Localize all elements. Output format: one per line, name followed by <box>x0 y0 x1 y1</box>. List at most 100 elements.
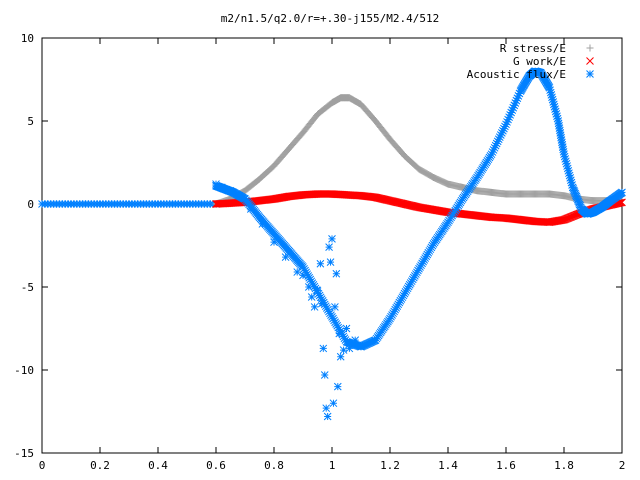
x-tick-label: 1.8 <box>554 459 574 472</box>
legend-label: Acoustic flux/E <box>467 68 566 81</box>
data-point <box>330 316 338 325</box>
data-point <box>320 300 329 309</box>
x-tick-label: 0.4 <box>148 459 168 472</box>
data-point <box>551 105 559 113</box>
data-point <box>405 280 414 289</box>
data-point <box>392 304 401 312</box>
data-point <box>572 192 581 201</box>
data-point <box>416 263 424 271</box>
data-point <box>306 275 315 284</box>
data-point <box>217 183 226 192</box>
data-point <box>394 300 403 309</box>
data-point <box>415 264 423 273</box>
data-point <box>491 141 500 150</box>
data-point <box>547 91 556 99</box>
data-point <box>567 178 576 187</box>
data-point <box>575 198 583 207</box>
data-point <box>501 122 509 131</box>
data-point <box>391 305 400 314</box>
data-point <box>498 129 506 137</box>
data-point <box>246 205 255 213</box>
data-point <box>328 235 336 243</box>
data-point <box>336 327 345 335</box>
data-point <box>568 181 576 189</box>
data-point <box>329 314 337 323</box>
data-point <box>331 303 339 311</box>
data-point <box>499 126 507 135</box>
data-point <box>618 188 626 197</box>
data-point <box>562 159 571 168</box>
data-point <box>488 148 497 156</box>
data-point <box>351 336 360 344</box>
data-point <box>400 289 409 298</box>
data-point <box>270 238 278 247</box>
data-point <box>301 266 309 275</box>
x-tick-label: 0.6 <box>206 459 226 472</box>
data-point <box>332 320 340 328</box>
data-point <box>514 92 523 100</box>
data-point <box>321 302 330 311</box>
data-point <box>560 152 569 161</box>
data-point <box>309 281 318 289</box>
data-point <box>316 293 325 302</box>
legend-marker <box>586 44 594 52</box>
legend-label: R stress/E <box>500 42 566 55</box>
data-point <box>500 124 508 133</box>
data-point <box>318 297 327 305</box>
data-point <box>300 265 308 273</box>
data-point <box>553 114 562 123</box>
y-tick-label: 5 <box>27 115 34 128</box>
data-point <box>573 195 582 204</box>
data-point <box>509 103 518 112</box>
data-point <box>495 133 504 141</box>
data-point <box>425 247 434 255</box>
data-point <box>507 108 516 117</box>
data-point <box>506 110 514 119</box>
data-point <box>571 189 580 198</box>
x-tick-label: 0 <box>39 459 46 472</box>
series-1 <box>212 190 626 227</box>
data-point <box>307 293 316 301</box>
x-tick-label: 0.2 <box>90 459 110 472</box>
data-point <box>512 96 521 105</box>
data-point <box>305 273 314 282</box>
legend-label: G work/E <box>513 55 566 68</box>
data-point <box>511 99 520 107</box>
data-point <box>566 174 575 182</box>
data-point <box>493 137 502 146</box>
data-point <box>323 412 332 421</box>
data-point <box>412 270 420 278</box>
data-point <box>304 272 313 280</box>
data-point <box>322 304 331 312</box>
data-point <box>568 183 577 192</box>
series-3 <box>212 180 365 421</box>
y-tick-label: -15 <box>14 447 34 460</box>
data-point <box>339 332 348 341</box>
data-point <box>414 266 422 275</box>
data-point <box>320 371 329 379</box>
data-point <box>333 382 342 391</box>
data-point <box>421 254 430 262</box>
data-point <box>573 194 581 203</box>
data-point <box>325 307 333 316</box>
data-point <box>258 220 267 228</box>
data-point <box>326 309 334 318</box>
data-point <box>339 346 348 354</box>
data-point <box>293 268 302 276</box>
data-point <box>561 155 570 163</box>
data-point <box>316 259 325 268</box>
data-point <box>313 286 322 295</box>
y-tick-label: -5 <box>21 281 34 294</box>
data-point <box>387 312 395 321</box>
data-point <box>317 299 326 308</box>
data-point <box>324 305 332 314</box>
data-point <box>571 191 580 199</box>
data-point <box>335 329 344 338</box>
data-point <box>327 311 335 319</box>
x-tick-label: 1.6 <box>496 459 516 472</box>
data-point <box>565 169 573 178</box>
data-point <box>319 344 328 353</box>
data-point <box>417 261 425 270</box>
data-point <box>338 330 347 339</box>
